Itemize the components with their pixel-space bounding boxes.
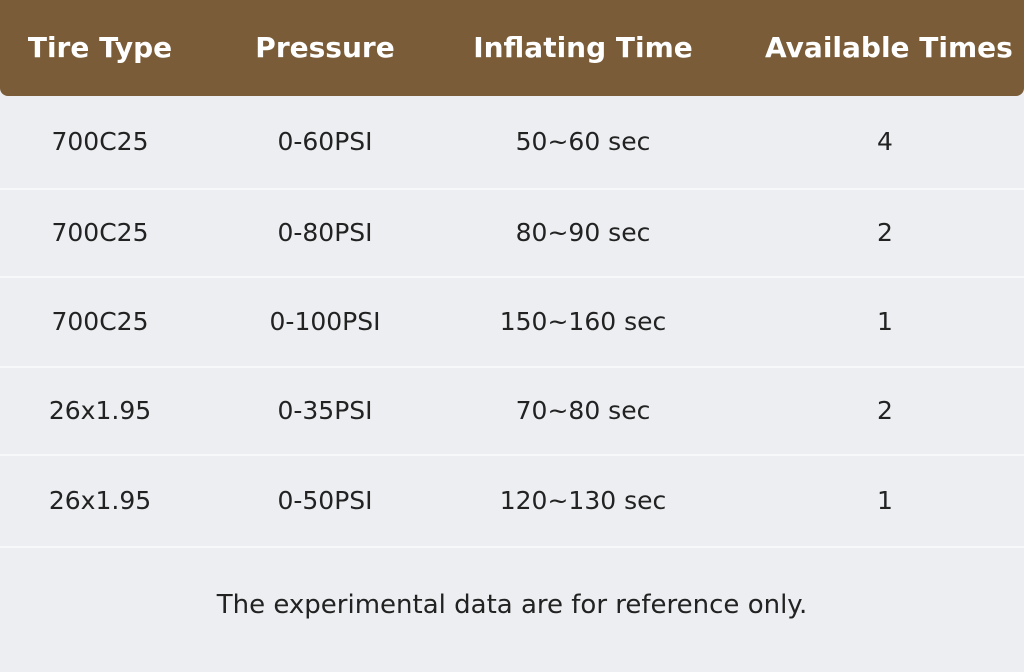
table-row: 700C25 0-80PSI 80~90 sec 2: [0, 190, 1024, 278]
table-cell: 26x1.95: [48, 486, 152, 515]
table-cell: 0-60PSI: [277, 127, 373, 156]
table-cell: 50~60 sec: [515, 127, 651, 156]
table-cell: 2: [877, 396, 893, 425]
table-row: 26x1.95 0-35PSI 70~80 sec 2: [0, 368, 1024, 456]
table-header: Tire Type Pressure Inflating Time Available…: [0, 0, 1024, 96]
table-cell: 700C25: [51, 307, 149, 336]
table-cell: 150~160 sec: [499, 307, 667, 336]
table-cell: 0-80PSI: [277, 218, 373, 247]
table-row: 700C25 0-60PSI 50~60 sec 4: [0, 96, 1024, 190]
table-cell: 70~80 sec: [515, 396, 651, 425]
table-cell: 2: [877, 218, 893, 247]
table-cell: 1: [877, 307, 893, 336]
table-cell: 0-100PSI: [269, 307, 381, 336]
table-cell: 700C25: [51, 218, 149, 247]
table-row: 700C25 0-100PSI 150~160 sec 1: [0, 278, 1024, 368]
footnote: The experimental data are for reference …: [216, 590, 808, 620]
table-cell: 0-50PSI: [277, 486, 373, 515]
table-row: 26x1.95 0-50PSI 120~130 sec 1: [0, 456, 1024, 548]
table-cell: 700C25: [51, 127, 149, 156]
table-cell: 80~90 sec: [515, 218, 651, 247]
table-cell: 120~130 sec: [499, 486, 667, 515]
header-cell: Tire Type: [27, 31, 173, 64]
table-cell: 1: [877, 486, 893, 515]
table-cell: 26x1.95: [48, 396, 152, 425]
header-cell: Pressure: [255, 31, 395, 64]
header-cell: Available Times: [765, 31, 1013, 64]
table-cell: 4: [877, 127, 893, 156]
table-cell: 0-35PSI: [277, 396, 373, 425]
header-cell: Inflating Time: [473, 31, 693, 64]
